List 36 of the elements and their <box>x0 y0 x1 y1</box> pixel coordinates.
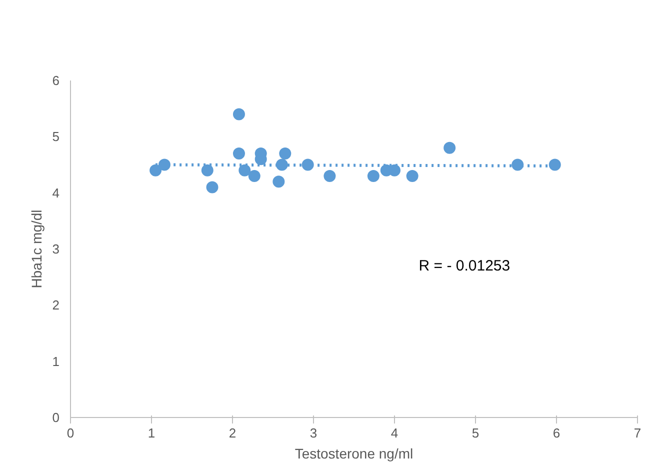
point <box>158 158 170 171</box>
point <box>248 170 260 182</box>
y-tick-label: 0 <box>52 410 60 425</box>
point <box>276 158 288 171</box>
point <box>232 148 245 160</box>
x-tick-label: 3 <box>310 426 318 440</box>
y-tick-label: 3 <box>52 242 60 256</box>
point <box>406 170 418 182</box>
x-tick-label: 1 <box>148 426 156 440</box>
x-tick-label: 5 <box>472 426 480 440</box>
annotation: R = - 0.01253 <box>418 257 510 274</box>
point <box>279 148 292 160</box>
point <box>150 164 162 176</box>
x-tick-label: 7 <box>634 426 642 440</box>
y-tick-label: 2 <box>52 298 60 313</box>
x-tick-label: 2 <box>228 426 236 440</box>
point <box>512 158 524 171</box>
point <box>548 158 561 171</box>
point <box>444 142 456 154</box>
x-axis-title: Testosterone ng/ml <box>294 446 414 462</box>
x-tick-label: 0 <box>66 426 74 440</box>
point <box>201 164 214 176</box>
y-axis-title: Hba1c mg/dl <box>28 210 44 288</box>
x-tick-label: 4 <box>390 426 398 440</box>
point <box>367 170 380 182</box>
point <box>324 170 336 182</box>
point <box>272 176 285 188</box>
y-tick-label: 1 <box>52 354 60 369</box>
y-tick-label: 5 <box>52 129 60 144</box>
y-tick-label: 6 <box>52 73 60 88</box>
point <box>232 108 245 120</box>
point <box>238 164 251 176</box>
x-tick-label: 6 <box>552 426 560 440</box>
point <box>388 164 400 176</box>
point <box>206 181 218 194</box>
y-tick-label: 4 <box>52 185 60 200</box>
